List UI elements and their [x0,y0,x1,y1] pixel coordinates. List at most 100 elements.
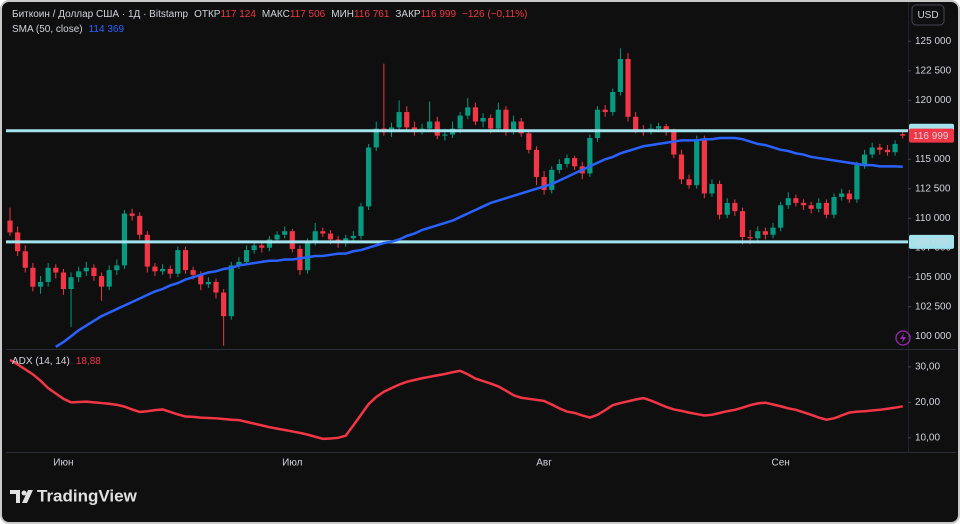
candle-body [282,231,288,235]
candle-body [45,267,51,282]
y-tick-label: 102 500 [915,301,952,312]
candle-body [7,220,13,233]
brand: TradingView [37,486,138,505]
candle-body [518,121,524,134]
candle-body [228,265,234,317]
candle-body [785,198,791,206]
candle-body [678,154,685,180]
candle-body [510,121,517,131]
y-tick-label: 110 000 [915,213,951,224]
candle-body [30,267,36,287]
candle-body [755,231,761,239]
candle-body [137,215,143,235]
candle-body [259,245,265,248]
candle-body [175,250,181,274]
candle-body [404,112,410,128]
candle-body [610,92,616,113]
candle-body [556,163,562,170]
candle-body [152,266,158,272]
candle-body [823,202,830,215]
candle-body [800,202,807,206]
ohlc-name: ОТКР [194,9,221,20]
candle-body [526,133,532,150]
change: −126 (−0,11%) [462,9,527,20]
candle-body [900,134,906,136]
y-tick-label: 112 500 [915,183,951,194]
candle-body [495,109,501,129]
candle-body [274,234,280,240]
candle-body [617,58,623,93]
candle-body [320,231,326,234]
alert-icon[interactable] [895,330,911,346]
logo-part [21,490,27,496]
candle-body [243,250,250,262]
candle-body [22,251,28,268]
candle-body [198,274,204,285]
candle-body [91,267,97,277]
candle-body [655,126,662,129]
currency-button[interactable] [911,4,945,26]
logo-part [10,490,20,503]
candle-body [884,149,891,153]
series-name: ADX (14, 14) [12,356,70,367]
candle-body [457,115,463,129]
candle-body [564,158,570,164]
candle-body [60,272,67,290]
ohlc-name: ЗАКР [395,9,421,20]
y-tick-label: 10,00 [915,432,940,443]
candle-body [694,139,700,186]
candle-body [747,237,753,239]
x-tick-label: Июл [282,458,302,469]
candle-body [114,265,120,271]
candle-body [663,126,669,133]
candle-body [289,231,295,249]
y-tick-label: 115 000 [915,154,951,165]
candle-body [98,276,105,287]
series-value: 18,88 [76,356,101,367]
adx-pane [9,358,903,441]
candle-body [251,245,257,251]
candle-body [472,107,479,122]
candle-body [503,109,509,131]
currency[interactable]: USD [917,10,938,21]
last-price-badge [909,128,954,143]
ohlc-value: 117 506 [290,9,326,20]
logo-part [22,490,33,503]
candle-body [709,184,715,194]
ohlc-name: МАКС [262,9,290,20]
x-tick-label: Июн [53,458,73,469]
candle-body [671,132,677,155]
candle-body [358,206,364,236]
last-price-label: 116 999 [913,131,949,142]
candle-body [716,184,723,215]
candle-body [762,231,768,235]
candle-body [533,149,540,177]
candle-body [861,154,868,166]
candle-body [312,231,318,242]
y-tick-label: 125 000 [915,36,952,47]
candle-body [770,227,776,235]
candle-body [701,139,707,194]
candle-body [488,117,494,129]
candle-body [892,143,898,153]
candle-body [129,213,135,216]
ohlc-value: 117 124 [220,9,256,20]
candle-body [83,267,89,272]
candle-body [594,109,601,139]
title: Биткоин / Доллар США · 1Д · Bitstamp [12,9,189,20]
candle-body [221,292,227,317]
candle-body [808,205,814,209]
candle-body [633,116,639,130]
adx-line [9,358,903,441]
y-tick-label: 30,00 [915,362,940,373]
candle-body [396,112,402,128]
candle-body [373,128,379,148]
candle-body [434,121,440,136]
y-tick-label: 105 000 [915,272,952,283]
candle-body [686,179,692,186]
ohlc-value: 116 999 [421,9,457,20]
candle-body [160,268,166,272]
candle-body [625,58,631,117]
